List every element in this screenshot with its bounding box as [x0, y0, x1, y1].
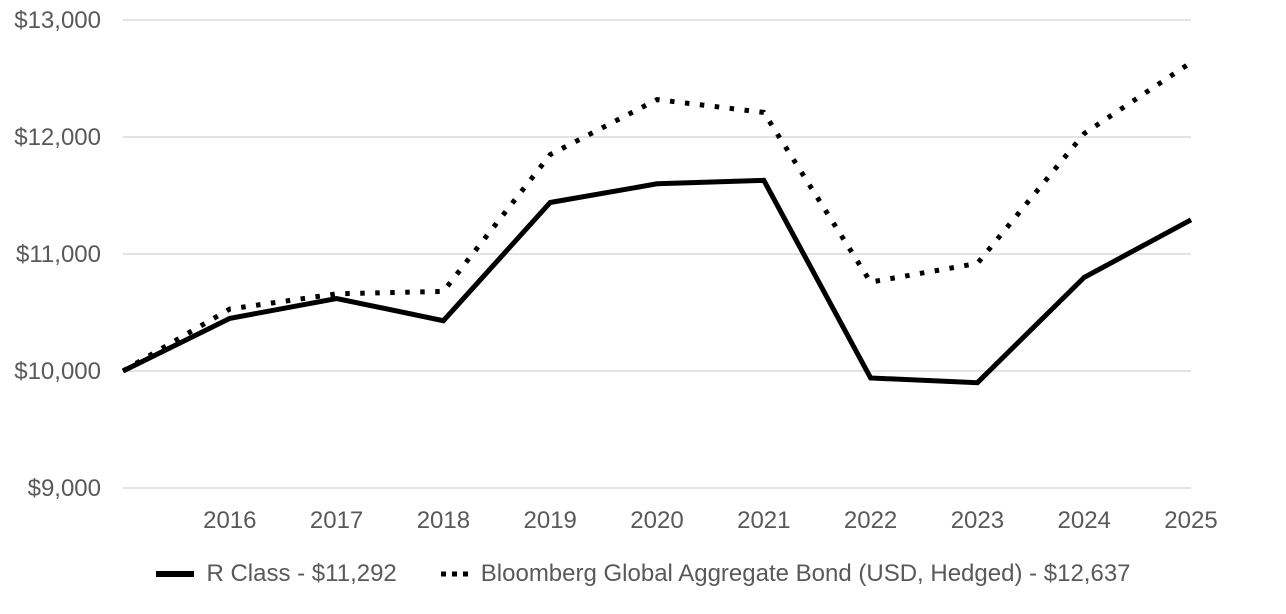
dotted-line-swatch-icon	[440, 571, 468, 577]
chart-canvas: $13,000 $12,000 $11,000 $10,000 $9,000 2016 20…	[14, 7, 1217, 534]
x-axis-tick-label: 2016	[203, 507, 256, 534]
solid-line-swatch-icon	[156, 571, 195, 577]
y-axis-tick-label: $13,000	[14, 7, 101, 34]
x-axis-tick-label: 2018	[417, 507, 470, 534]
x-axis-tick-label: 2023	[951, 507, 1004, 534]
x-axis-tick-label: 2025	[1164, 507, 1217, 534]
legend-label-r-class: R Class - $11,292	[206, 560, 397, 587]
line-chart: $13,000 $12,000 $11,000 $10,000 $9,000 2016 20…	[14, 7, 1217, 534]
x-axis-tick-label: 2019	[524, 507, 577, 534]
x-axis-tick-label: 2024	[1058, 507, 1111, 534]
y-axis-tick-label: $10,000	[14, 358, 101, 385]
x-axis-tick-label: 2017	[310, 507, 363, 534]
legend-item-bloomberg: Bloomberg Global Aggregate Bond (USD, He…	[440, 560, 1131, 588]
series-line-solid	[121, 177, 1193, 386]
series-line-dotted	[121, 60, 1193, 374]
x-axis-tick-label: 2020	[630, 507, 683, 534]
chart-legend: R Class - $11,292 Bloomberg Global Aggre…	[0, 560, 1286, 588]
legend-label-bloomberg: Bloomberg Global Aggregate Bond (USD, He…	[480, 560, 1131, 587]
x-axis-tick-label: 2021	[737, 507, 790, 534]
y-axis-tick-label: $12,000	[14, 124, 101, 151]
y-axis-tick-label: $9,000	[28, 475, 101, 502]
legend-item-r-class: R Class - $11,292	[155, 560, 397, 588]
x-axis-tick-label: 2022	[844, 507, 897, 534]
y-axis-tick-label: $11,000	[16, 241, 101, 268]
